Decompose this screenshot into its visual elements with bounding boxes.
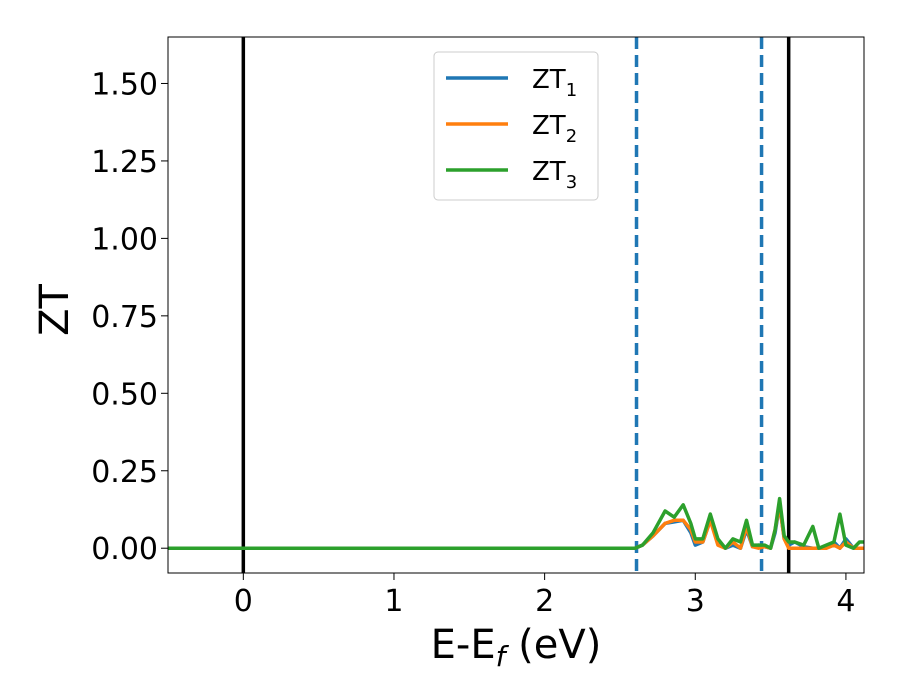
series-layer: [168, 496, 864, 550]
x-tick-label: 2: [535, 584, 554, 619]
y-tick-label: 1.25: [91, 145, 158, 180]
legend-label-subscript: 1: [566, 80, 577, 101]
y-axis-label: ZT: [32, 284, 78, 336]
plot-frame: [167, 36, 865, 574]
vertical-reference-lines: [241, 37, 791, 573]
legend-label-subscript: 3: [566, 172, 577, 193]
legend-label-main: ZT: [532, 111, 566, 141]
legend-label-subscript: 2: [566, 126, 577, 147]
legend-label-main: ZT: [532, 157, 566, 187]
y-tick-label: 0.25: [91, 455, 158, 490]
legend-label-zt3: ZT3: [532, 157, 577, 193]
x-axis-label-unit: (eV): [505, 622, 601, 668]
legend-label-zt1: ZT1: [532, 65, 577, 101]
legend-box: [433, 51, 599, 201]
legend-label-main: ZT: [532, 65, 566, 95]
x-tick-label: 1: [384, 584, 403, 619]
y-tick-label: 0.75: [91, 300, 158, 335]
y-tick-label: 1.50: [91, 67, 158, 102]
x-axis-ticks: 0 1 2 3 4: [234, 573, 855, 619]
series-line-zt3: [168, 496, 864, 550]
x-tick-label: 4: [836, 584, 855, 619]
x-axis-label-main: E-E: [431, 622, 496, 668]
x-axis-label: E-Ef (eV): [431, 622, 602, 673]
series-line-zt2: [168, 503, 864, 550]
y-tick-label: 0.00: [91, 532, 158, 567]
y-axis-ticks: 0.00 0.25 0.50 0.75 1.00 1.25 1.50: [91, 67, 168, 567]
legend-label-zt2: ZT2: [532, 111, 577, 147]
x-tick-label: 0: [234, 584, 253, 619]
y-tick-label: 1.00: [91, 222, 158, 257]
y-tick-label: 0.50: [91, 377, 158, 412]
x-tick-label: 3: [686, 584, 705, 619]
